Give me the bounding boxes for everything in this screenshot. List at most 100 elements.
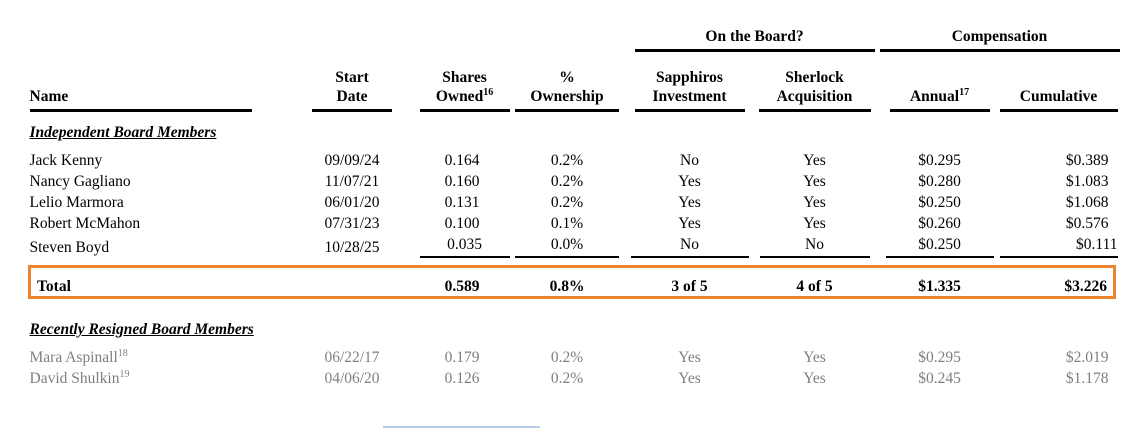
cell-name: Lelio Marmora [29,194,124,211]
col-header-sapphiros-investment: Sapphiros Investment [630,52,750,112]
cell-name: Steven Boyd [29,239,110,256]
cell-sapphiros: No [630,234,750,258]
cell-sherlock: Yes [803,349,826,366]
cell-start-date: 10/28/25 [324,239,380,256]
cell-annual: $0.295 [918,349,961,366]
col-header-name: Name [29,52,285,112]
col-header-sherlock-acquisition: Sherlock Acquisition [750,52,880,112]
cell-name: Jack Kenny [29,152,103,169]
cell-pct: 0.2% [550,194,584,211]
footer-blue-line [383,426,540,428]
cell-sapphiros: Yes [678,370,701,387]
cell-sapphiros: Yes [678,173,701,190]
cell-shares: 0.126 [444,370,480,387]
section-title-independent: Independent Board Members [29,124,217,141]
cell-pct: 0.0% [505,234,630,258]
cell-annual: $0.260 [918,215,961,232]
cell-sherlock: Yes [803,194,826,211]
cell-annual: $0.280 [918,173,961,190]
total-cumulative: $3.226 [999,264,1116,299]
group-rule-compensation [879,49,1120,52]
group-header-on-the-board: On the Board? [630,18,880,52]
cell-sapphiros: No [680,152,699,169]
col-header-cumulative: Cumulative [999,52,1118,112]
cell-shares: 0.100 [444,215,480,232]
cell-sherlock: Yes [803,152,826,169]
cell-shares: 0.035 [419,234,510,258]
table-row-mara-aspinall: Mara Aspinall18 06/22/17 0.179 0.2% Yes … [30,347,1115,368]
footnote-ref-18: 18 [117,347,128,359]
total-sherlock: 4 of 5 [749,264,880,299]
cell-start-date: 06/01/20 [324,194,380,211]
spacer [30,258,1115,266]
group-label-compensation: Compensation [951,28,1048,46]
footnote-ref-17: 17 [959,86,970,98]
cell-name: Robert McMahon [29,215,141,232]
col-header-annual: Annual17 [880,52,1000,112]
total-start-empty [284,264,420,299]
footnote-ref-16: 16 [483,86,494,98]
cell-pct: 0.2% [550,152,584,169]
cell-start-date: 11/07/21 [324,173,380,190]
cell-sherlock: Yes [803,173,826,190]
section-header-resigned: Recently Resigned Board Members [30,309,1115,347]
cell-pct: 0.2% [550,349,584,366]
cell-cumulative: $0.576 [1065,215,1109,232]
cell-name: Nancy Gagliano [29,173,131,190]
cell-start-date: 04/06/20 [324,370,380,387]
cell-name: David Shulkin19 [29,368,130,387]
total-row: Total 0.589 0.8% 3 of 5 4 of 5 $1.335 $3… [28,264,1116,299]
col-header-shares-owned: Shares Owned16 [419,52,510,112]
total-pct: 0.8% [504,264,630,299]
footnote-ref-19: 19 [119,368,130,380]
cell-cumulative: $0.389 [1065,152,1109,169]
cell-sapphiros: Yes [678,349,701,366]
cell-sherlock: Yes [803,215,826,232]
total-shares: 0.589 [419,264,505,299]
group-rule-board [634,49,875,52]
board-members-table: On the Board? Compensation Name Start Dat… [28,18,1120,389]
cell-cumulative: $1.083 [1065,173,1109,190]
section-header-independent: Independent Board Members [30,112,1115,150]
cell-sapphiros: Yes [678,194,701,211]
cell-cumulative: $1.178 [1065,370,1109,387]
table-row-david-shulkin: David Shulkin19 04/06/20 0.126 0.2% Yes … [30,368,1115,389]
group-header-row: On the Board? Compensation [30,18,1120,52]
cell-name: Mara Aspinall18 [29,347,128,366]
section-title-resigned: Recently Resigned Board Members [29,321,254,338]
cell-cumulative: $0.111 [999,234,1118,258]
cell-annual: $0.250 [918,194,961,211]
cell-start-date: 07/31/23 [324,215,380,232]
cell-annual: $0.245 [918,370,961,387]
col-header-pct-ownership: % Ownership [505,52,630,112]
cell-start-date: 09/09/24 [324,152,380,169]
table-row-nancy-gagliano: Nancy Gagliano 11/07/21 0.160 0.2% Yes Y… [30,171,1115,192]
cell-pct: 0.1% [550,215,584,232]
table-row-lelio-marmora: Lelio Marmora 06/01/20 0.131 0.2% Yes Ye… [30,192,1115,213]
column-header-row: Name Start Date Shares Owned16 % Ownership … [29,52,1118,112]
spacer [30,297,1115,309]
cell-sapphiros: Yes [678,215,701,232]
cell-shares: 0.160 [444,173,480,190]
cell-shares: 0.179 [444,349,480,366]
cell-sherlock: Yes [803,370,826,387]
group-header-compensation: Compensation [879,18,1120,52]
total-annual: $1.335 [879,264,1000,299]
cell-start-date: 06/22/17 [324,349,380,366]
group-label-board: On the Board? [705,28,804,46]
total-label: Total [28,264,285,299]
cell-shares: 0.164 [444,152,480,169]
total-sapphiros: 3 of 5 [629,264,750,299]
cell-pct: 0.2% [550,173,584,190]
cell-pct: 0.2% [550,370,584,387]
cell-annual: $0.295 [918,152,961,169]
table-row-robert-mcmahon: Robert McMahon 07/31/23 0.100 0.1% Yes Y… [30,213,1115,234]
cell-cumulative: $1.068 [1065,194,1109,211]
table-row-jack-kenny: Jack Kenny 09/09/24 0.164 0.2% No Yes $0… [30,150,1115,171]
cell-shares: 0.131 [444,194,480,211]
table-row-steven-boyd: Steven Boyd 10/28/25 0.035 0.0% No No $0… [29,234,1118,258]
cell-annual: $0.250 [880,234,1000,258]
col-header-start-date: Start Date [285,52,420,112]
cell-cumulative: $2.019 [1065,349,1109,366]
